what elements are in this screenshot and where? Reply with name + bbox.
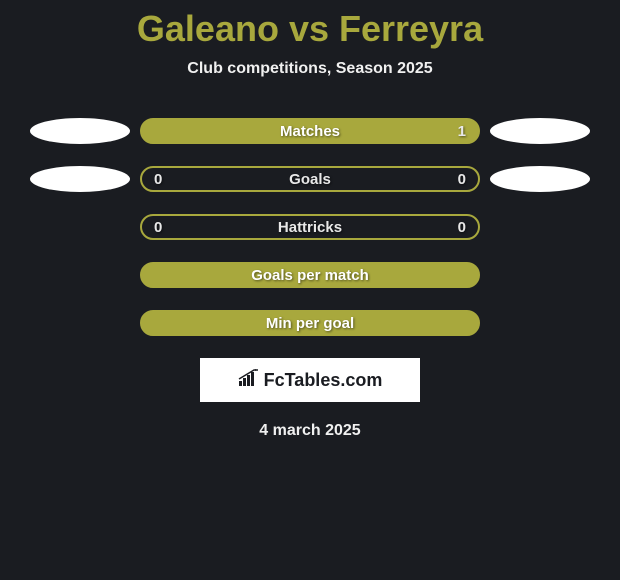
player-right-ellipse — [490, 118, 590, 144]
right-slot — [480, 118, 600, 144]
stat-label: Min per goal — [266, 315, 354, 332]
stat-label: Goals per match — [251, 267, 369, 284]
date-text: 4 march 2025 — [0, 422, 620, 440]
stat-value-right: 0 — [458, 219, 466, 236]
stat-row: Min per goal — [0, 310, 620, 336]
right-slot — [480, 166, 600, 192]
stat-box: Goals per match — [140, 262, 480, 288]
stat-value-left: 0 — [154, 171, 162, 188]
stat-row: 0 Goals 0 — [0, 166, 620, 192]
left-slot — [20, 118, 140, 144]
stat-value-right: 0 — [458, 171, 466, 188]
stat-label: Matches — [280, 123, 340, 140]
stat-box: Matches 1 — [140, 118, 480, 144]
stat-row: Goals per match — [0, 262, 620, 288]
stat-box: 0 Goals 0 — [140, 166, 480, 192]
page-title: Galeano vs Ferreyra — [0, 8, 620, 50]
stat-row: 0 Hattricks 0 — [0, 214, 620, 240]
stat-value-right: 1 — [458, 123, 466, 140]
stat-value-left: 0 — [154, 219, 162, 236]
player-right-ellipse — [490, 166, 590, 192]
stat-label: Goals — [289, 171, 331, 188]
page-subtitle: Club competitions, Season 2025 — [0, 60, 620, 78]
logo-text: FcTables.com — [264, 370, 383, 391]
chart-icon — [238, 369, 260, 392]
stat-row: Matches 1 — [0, 118, 620, 144]
player-left-ellipse — [30, 118, 130, 144]
logo-box[interactable]: FcTables.com — [200, 358, 420, 402]
stat-box: Min per goal — [140, 310, 480, 336]
stats-rows: Matches 1 0 Goals 0 0 Hattricks 0 Goals per matc… — [0, 118, 620, 336]
left-slot — [20, 166, 140, 192]
stat-label: Hattricks — [278, 219, 342, 236]
player-left-ellipse — [30, 166, 130, 192]
stat-box: 0 Hattricks 0 — [140, 214, 480, 240]
